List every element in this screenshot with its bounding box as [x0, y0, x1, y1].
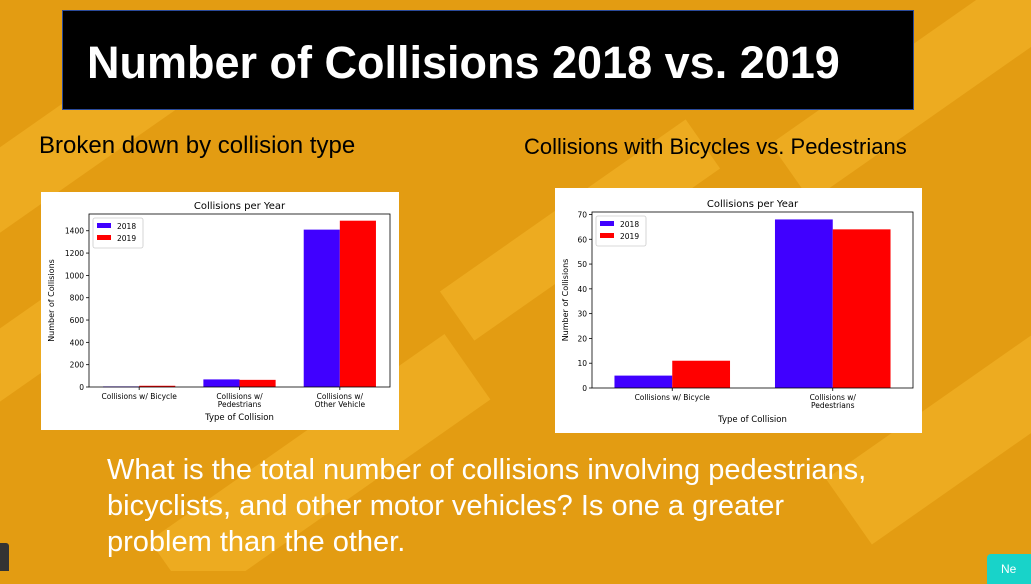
x-tick-label: Collisions w/ Bicycle [101, 392, 177, 401]
bar-2018 [203, 379, 240, 387]
legend-label-2018: 2018 [620, 220, 639, 229]
y-tick-label: 50 [577, 260, 587, 269]
y-tick-label: 1000 [65, 271, 84, 280]
slide-title: Number of Collisions 2018 vs. 2019 [87, 37, 840, 88]
x-tick-label-line: Other Vehicle [315, 400, 366, 409]
bar-2019 [672, 360, 731, 388]
y-axis-label: Number of Collisions [561, 259, 570, 342]
right-subtitle: Collisions with Bicycles vs. Pedestrians [524, 134, 907, 159]
y-tick-label: 400 [70, 338, 85, 347]
chart-collision-types: Collisions per Year 0 200 400 600 800 1000 1200… [41, 192, 399, 430]
y-tick-label: 200 [70, 361, 85, 370]
next-button[interactable]: Ne [987, 554, 1031, 584]
legend-label-2019: 2019 [117, 234, 136, 243]
legend-label-2018: 2018 [117, 222, 136, 231]
legend-label-2019: 2019 [620, 232, 639, 241]
title-banner: Number of Collisions 2018 vs. 2019 [62, 10, 914, 110]
y-axis-label: Number of Collisions [47, 259, 56, 342]
y-tick-label: 0 [79, 383, 84, 392]
plot-frame [88, 213, 391, 388]
bar-2018 [774, 219, 833, 388]
x-tick-label-line: Collisions w/ [216, 392, 263, 401]
x-tick-label-line: Collisions w/ Bicycle [101, 392, 177, 401]
x-tick-label: Collisions w/ Bicycle [635, 393, 711, 402]
y-tick-label: 1200 [65, 249, 84, 258]
x-tick-label-line: Pedestrians [811, 401, 855, 410]
legend-swatch-2018 [97, 223, 111, 228]
x-axis-label: Type of Collision [204, 413, 274, 423]
chart-title: Collisions per Year [707, 199, 799, 210]
chart-bicycle-vs-pedestrian-svg: Collisions per Year 0 10 20 30 40 50 60 70 Collis… [561, 199, 914, 425]
y-tick-label: 20 [577, 334, 587, 343]
y-tick-label: 10 [577, 359, 587, 368]
x-tick-label: Collisions w/Other Vehicle [315, 392, 366, 409]
x-tick-label-line: Collisions w/ Bicycle [635, 393, 711, 402]
legend-swatch-2019 [97, 235, 111, 240]
resize-handle[interactable] [0, 543, 9, 571]
x-axis-label: Type of Collision [717, 415, 787, 425]
bar-2019 [139, 385, 176, 387]
bar-2018 [614, 375, 673, 388]
y-tick-label: 600 [70, 316, 85, 325]
x-tick-label: Collisions w/Pedestrians [216, 392, 263, 409]
x-tick-label: Collisions w/Pedestrians [810, 393, 857, 410]
legend-swatch-2019 [600, 233, 614, 238]
plot-frame [591, 211, 914, 389]
y-tick-label: 0 [582, 384, 587, 393]
question-text: What is the total number of collisions i… [107, 454, 867, 558]
x-tick-label-line: Collisions w/ [810, 393, 857, 402]
y-tick-label: 30 [577, 310, 587, 319]
bar-2019 [339, 220, 376, 387]
chart-bicycle-vs-pedestrian: Collisions per Year 0 10 20 30 40 50 60 70 Collis… [555, 188, 922, 433]
y-tick-label: 60 [577, 235, 587, 244]
legend-swatch-2018 [600, 221, 614, 226]
chart-title: Collisions per Year [194, 201, 286, 212]
chart-collision-types-svg: Collisions per Year 0 200 400 600 800 1000 1200… [47, 201, 391, 423]
y-tick-label: 70 [577, 210, 587, 219]
x-tick-label-line: Pedestrians [218, 400, 262, 409]
y-tick-label: 800 [70, 294, 85, 303]
left-subtitle: Broken down by collision type [39, 132, 356, 159]
bar-2019 [239, 379, 276, 387]
y-tick-label: 40 [577, 285, 587, 294]
bar-2018 [303, 229, 340, 387]
x-tick-label-line: Collisions w/ [317, 392, 364, 401]
y-tick-label: 1400 [65, 227, 84, 236]
bar-2019 [832, 229, 891, 388]
